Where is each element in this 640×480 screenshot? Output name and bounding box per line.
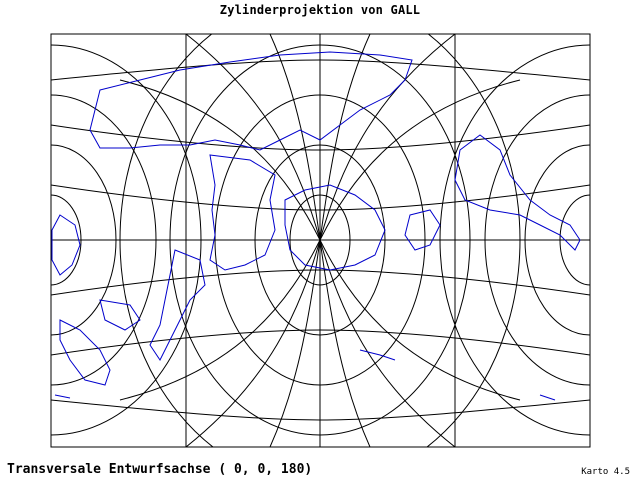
map-subtitle: Transversale Entwurfsachse ( 0, 0, 180) — [7, 462, 313, 477]
map-credit: Karto 4.5 — [581, 467, 630, 477]
map-title: Zylinderprojektion von GALL — [219, 3, 421, 17]
coastlines — [51, 51, 581, 401]
